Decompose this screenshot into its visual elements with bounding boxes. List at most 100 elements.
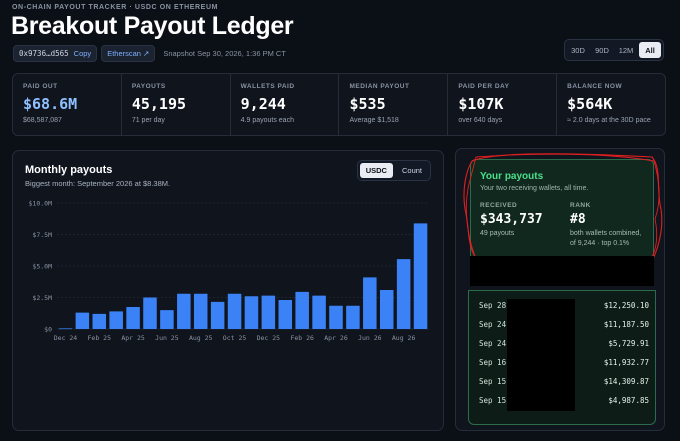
transaction-date: Sep 24 (479, 339, 507, 348)
bar (413, 223, 428, 329)
your-payouts-subtitle: Your two receiving wallets, all time. (480, 185, 589, 192)
monthly-payouts-card: Monthly payouts Biggest month: September… (12, 150, 444, 431)
stat-sub: 71 per day (131, 117, 165, 124)
x-tick-label: Apr 25 (121, 334, 145, 342)
stat-balance-now: BALANCE NOW $564K ≈ 2.0 days at the 30D … (557, 74, 665, 135)
received-sub: 49 payouts (480, 230, 515, 237)
range-all-button[interactable]: All (639, 42, 661, 58)
stat-sub: ≈ 2.0 days at the 30D pace (567, 117, 651, 124)
bar (379, 289, 394, 329)
rank-label: RANK (570, 202, 591, 209)
stat-paid-per-day: PAID PER DAY $107K over 640 days (448, 74, 558, 135)
bar (346, 305, 360, 329)
stat-sub: 4.9 payouts each (240, 117, 294, 124)
bar (177, 293, 191, 329)
bar (261, 295, 276, 329)
redacted-block (507, 299, 575, 411)
monthly-payouts-chart: $0 $2.5M $5.0M $7.5M $10.0M Dec 24 Feb 25 Apr 2… (29, 200, 429, 342)
transaction-amount: $14,309.87 (603, 377, 649, 386)
transaction-row[interactable]: Sep 24 $11,187.50 (479, 320, 649, 329)
stat-payouts: PAYOUTS 45,195 71 per day (122, 74, 231, 135)
stat-sub: Average $1,518 (349, 117, 399, 124)
toggle-count-button[interactable]: Count (401, 166, 422, 175)
rank-sub: both wallets combined, of 9,244 · top 0.… (570, 229, 641, 249)
stat-label: PAID PER DAY (458, 83, 510, 90)
y-tick-label: $10.0M (29, 200, 53, 208)
stat-label: PAID OUT (23, 83, 58, 90)
stat-sub: over 640 days (458, 117, 503, 124)
bar (227, 293, 242, 329)
header-meta: 0x9736…d565 Copy Etherscan ↗ Snapshot Sep… (13, 45, 286, 62)
redacted-block (470, 256, 654, 286)
transaction-amount: $11,932.77 (603, 358, 649, 367)
transaction-row[interactable]: Sep 15 $4,987.85 (479, 396, 649, 405)
stat-wallets-paid: WALLETS PAID 9,244 4.9 payouts each (231, 74, 340, 135)
range-12m-button[interactable]: 12M (618, 45, 634, 55)
x-tick-label: Oct 25 (223, 334, 247, 342)
stat-value: 45,195 (131, 95, 187, 113)
bar (396, 259, 411, 329)
x-tick-label: Jun 25 (155, 334, 179, 342)
received-label: RECEIVED (480, 202, 518, 209)
transactions-list: Sep 28 $12,250.10 Sep 24 $11,187.50 Sep 24… (468, 290, 656, 425)
etherscan-link[interactable]: Etherscan ↗ (101, 45, 156, 62)
bar (278, 300, 293, 329)
stat-label: MEDIAN PAYOUT (349, 83, 410, 90)
transaction-date: Sep 15 (479, 377, 507, 386)
stat-value: $564K (567, 95, 613, 113)
transaction-row[interactable]: Sep 24 $5,729.91 (479, 339, 649, 348)
range-90d-button[interactable]: 90D (595, 45, 609, 55)
bar (160, 310, 174, 329)
bar (109, 311, 123, 329)
bar (210, 301, 225, 329)
x-tick-label: Dec 25 (257, 334, 281, 342)
range-selector: 30D 90D 12M All (564, 39, 664, 61)
transaction-date: Sep 16 (479, 358, 507, 367)
stat-median-payout: MEDIAN PAYOUT $535 Average $1,518 (339, 74, 449, 135)
received-value: $343,737 (480, 212, 543, 227)
stat-label: WALLETS PAID (240, 83, 295, 90)
stat-sub: $68,587,087 (23, 117, 62, 124)
y-tick-label: $0 (44, 326, 52, 334)
chart-subtitle: Biggest month: September 2026 at $8.38M. (25, 179, 171, 188)
stat-value: 9,244 (240, 95, 286, 113)
transaction-amount: $4,987.85 (608, 396, 649, 405)
x-tick-label: Apr 26 (324, 334, 348, 342)
bar (363, 277, 377, 329)
stat-value: $107K (458, 95, 504, 113)
bar (329, 305, 343, 329)
rank-sub-line: both wallets combined, (570, 230, 642, 237)
transaction-row[interactable]: Sep 16 $11,932.77 (479, 358, 649, 367)
rank-value: #8 (570, 212, 586, 227)
toggle-usdc-button[interactable]: USDC (359, 163, 393, 178)
address-chip: 0x9736…d565 Copy (13, 45, 98, 62)
transaction-date: Sep 28 (479, 301, 507, 310)
x-tick-label: Feb 26 (290, 334, 314, 342)
copy-button[interactable]: Copy (73, 49, 92, 58)
your-payouts-card: Your payouts Your two receiving wallets,… (455, 148, 665, 431)
your-summary-panel: Your payouts Your two receiving wallets,… (470, 159, 654, 263)
y-tick-label: $7.5M (32, 231, 52, 239)
x-tick-label: Feb 25 (88, 334, 112, 342)
bar (92, 313, 107, 329)
stat-paid-out: PAID OUT $68.6M $68,587,087 (13, 74, 122, 135)
bar (312, 295, 326, 329)
transaction-row[interactable]: Sep 15 $14,309.87 (479, 377, 649, 386)
transaction-date: Sep 24 (479, 320, 507, 329)
transaction-row[interactable]: Sep 28 $12,250.10 (479, 301, 649, 310)
transaction-amount: $11,187.50 (603, 320, 649, 329)
stat-label: PAYOUTS (131, 83, 166, 90)
bar (75, 312, 90, 329)
x-tick-label: Jun 26 (358, 334, 382, 342)
chart-title: Monthly payouts (25, 164, 113, 176)
transaction-amount: $12,250.10 (603, 301, 649, 310)
range-30d-button[interactable]: 30D (571, 45, 585, 55)
bar (244, 296, 259, 329)
bar (143, 297, 157, 329)
x-tick-label: Dec 24 (54, 334, 78, 342)
snapshot-timestamp: Snapshot Sep 30, 2026, 1:36 PM CT (163, 49, 286, 58)
your-payouts-title: Your payouts (480, 171, 544, 182)
transaction-amount: $5,729.91 (608, 339, 649, 348)
x-tick-label: Aug 26 (392, 334, 416, 342)
transaction-date: Sep 15 (479, 396, 507, 405)
